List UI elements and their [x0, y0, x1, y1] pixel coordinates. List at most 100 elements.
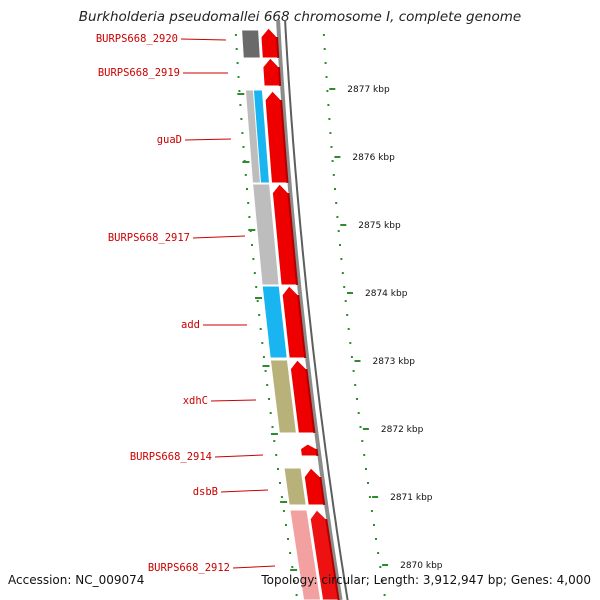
inner-tick-dot [252, 258, 255, 260]
scale-label: 2873 kbp [373, 357, 416, 367]
inner-tick-dot [256, 300, 259, 302]
inner-tick-dot [266, 384, 269, 386]
inner-tick-dot [262, 356, 265, 358]
backbone-line [276, 19, 343, 600]
inner-tick-dot [258, 314, 261, 316]
outer-tick-dot [367, 482, 369, 484]
outer-tick-dot [359, 426, 362, 428]
inner-tick-dot [269, 412, 272, 414]
outer-tick-dot [326, 90, 329, 92]
backbone-line [284, 19, 349, 600]
inner-tick-dot [241, 132, 244, 134]
outer-tick-dot [329, 132, 332, 134]
outer-tick-dot [341, 272, 344, 274]
inner-tick-dot [275, 454, 278, 456]
scale-label: 2874 kbp [365, 289, 408, 299]
outer-tick-dot [344, 300, 347, 302]
inner-tick-dot [271, 426, 274, 428]
gene-label-leader [180, 38, 227, 41]
inner-tick-dot [239, 104, 242, 106]
scale-labels: 2877 kbp 2876 kbp 2875 kbp 2874 kbp 2873 kbp… [237, 85, 443, 571]
inner-tick-dot [273, 440, 276, 442]
outer-tick-dot [328, 118, 331, 120]
cds-arrow [289, 359, 315, 434]
outer-tick-dot [339, 244, 341, 246]
inner-tick-dot [282, 510, 285, 512]
inner-tick-dot [264, 370, 267, 372]
cds-arrow [309, 509, 340, 600]
cds-arrow [299, 443, 318, 457]
cds-arrow-shade [325, 518, 340, 600]
inner-tick-dot [242, 146, 245, 148]
gene-label: BURPS668_2919 [98, 67, 180, 79]
inner-tick-dot [253, 272, 256, 274]
outer-tick-dot [349, 342, 352, 344]
inner-tick-dot [277, 468, 279, 470]
outer-tick-dot [350, 356, 353, 358]
outer-tick-dot [352, 370, 355, 372]
cds-arrow-shade [287, 192, 299, 286]
gene-label: xdhC [183, 395, 208, 407]
scale-label: 2870 kbp [400, 561, 443, 571]
outer-tick-dot [331, 160, 334, 162]
gene-label: BURPS668_2917 [108, 232, 190, 244]
inner-tick-dot [261, 342, 264, 344]
outer-tick-dot [347, 328, 350, 330]
inner-tick-dot [238, 90, 241, 92]
gene-feature-block [289, 509, 322, 600]
outer-tick-dot [323, 48, 326, 50]
label-leader-lines [180, 38, 276, 569]
inner-tick-dot [248, 216, 251, 218]
gene-label: dsbB [193, 486, 218, 498]
outer-tick-dot [340, 258, 343, 260]
gene-feature-block [261, 285, 288, 359]
backbone-track [276, 19, 349, 600]
inner-tick-dot [236, 62, 239, 64]
gene-label-leader [232, 565, 276, 569]
gene-label: guaD [157, 134, 182, 146]
cds-arrow-shade [277, 66, 282, 87]
gene-feature-block [283, 467, 307, 506]
outer-tick-dot [373, 524, 375, 526]
cds-arrow [281, 285, 306, 359]
outer-tick-dot [336, 216, 339, 218]
outer-tick-dot [381, 580, 384, 582]
outer-tick-dot [357, 412, 360, 414]
cds-arrow-shade [315, 448, 319, 457]
gene-label-leader [192, 235, 246, 239]
inner-tick-dot [280, 496, 283, 498]
gene-feature-block [241, 29, 261, 59]
outer-tick-dot [370, 510, 373, 512]
inner-tick-dots [234, 34, 298, 596]
outer-tick-dot [365, 468, 367, 470]
inner-tick-dot [240, 118, 243, 120]
gene-feature-block [269, 359, 297, 434]
inner-tick-dot [251, 244, 253, 246]
map-title: Burkholderia pseudomallei 668 chromosome… [78, 9, 522, 25]
inner-tick-dot [244, 174, 247, 176]
outer-tick-dot [322, 34, 325, 36]
inner-tick-dot [255, 286, 258, 288]
cds-arrow-shade [276, 36, 280, 59]
gene-label: add [181, 319, 200, 331]
inner-tick-dot [289, 552, 292, 554]
cds-arrow [262, 57, 281, 87]
inner-tick-dot [268, 398, 270, 400]
feature-track [241, 29, 322, 600]
gene-label: BURPS668_2912 [148, 562, 230, 574]
outer-tick-dot [335, 202, 338, 204]
scale-label: 2877 kbp [347, 85, 390, 95]
outer-tick-dot [330, 146, 333, 148]
cds-arrow-shade [319, 476, 326, 506]
gene-labels: BURPS668_2920 BURPS668_2919 guaD BURPS668_2… [96, 33, 230, 574]
outer-tick-dot [324, 62, 327, 64]
inner-tick-dot [279, 482, 281, 484]
outer-tick-dot [354, 384, 357, 386]
gene-label-leader [210, 399, 257, 402]
outer-tick-dot [383, 594, 386, 596]
scale-label: 2872 kbp [381, 425, 424, 435]
outer-tick-dot [379, 566, 382, 568]
cds-arrow [271, 183, 298, 286]
